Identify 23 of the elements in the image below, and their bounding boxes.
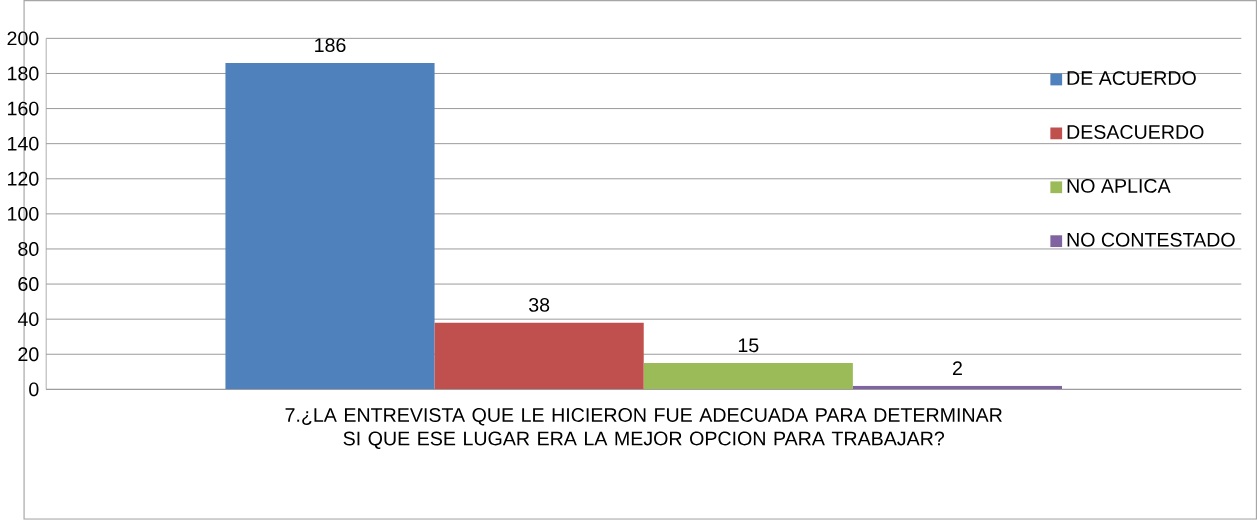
y-tick-label: 0 bbox=[29, 382, 39, 397]
y-tick-label: 80 bbox=[18, 242, 39, 256]
y-tick-label: 140 bbox=[8, 136, 39, 151]
legend-label: NO APLICA bbox=[1067, 179, 1171, 193]
y-tick-label: 60 bbox=[18, 277, 39, 292]
legend-label: DESACUERDO bbox=[1067, 125, 1204, 140]
y-tick-label: 20 bbox=[18, 347, 39, 362]
y-tick-label: 100 bbox=[8, 207, 39, 221]
data-label: 186 bbox=[315, 38, 346, 53]
x-tick-label: 7.¿LA ENTREVISTA QUE LE HICIERON FUE ADECUADA PARA DETERMINAR SI QUE ESE LUGAR ERA LA MEJOR OPCION PARA TRABAJAR? bbox=[285, 408, 1002, 450]
y-tick-label: 40 bbox=[17, 312, 39, 327]
y-tick-label: 120 bbox=[8, 171, 39, 186]
bar bbox=[434, 322, 644, 390]
bar bbox=[225, 63, 435, 390]
y-tick-label: 180 bbox=[8, 66, 39, 81]
bar bbox=[643, 363, 853, 390]
data-label: 38 bbox=[528, 298, 550, 312]
y-tick-label: 200 bbox=[7, 31, 39, 46]
legend-label: DE ACUERDO bbox=[1067, 71, 1196, 86]
data-label: 15 bbox=[738, 338, 759, 353]
legend-label: NO CONTESTADO bbox=[1067, 232, 1235, 247]
data-label: 2 bbox=[952, 361, 962, 376]
y-tick-label: 160 bbox=[8, 101, 39, 116]
